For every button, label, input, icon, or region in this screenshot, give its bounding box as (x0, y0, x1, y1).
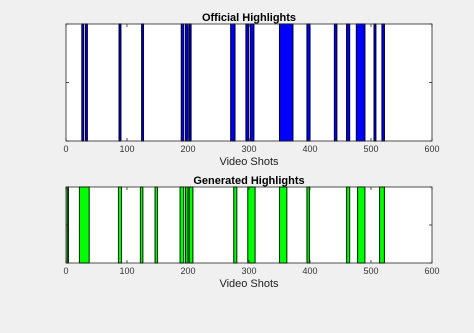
highlight-segment (234, 187, 237, 263)
highlight-segment (82, 24, 84, 141)
highlight-segment (246, 24, 248, 141)
highlight-segment (307, 24, 310, 141)
highlight-segment (186, 187, 188, 263)
highlight-segment (334, 24, 336, 141)
x-tick-label: 100 (119, 266, 134, 276)
highlight-segment (374, 24, 376, 141)
highlight-segment (307, 187, 309, 263)
x-tick-label: 500 (363, 144, 378, 154)
official-highlights-plot: Official Highlights 0 100 200 300 400 500 600 … (63, 12, 439, 168)
highlight-segment (248, 187, 255, 263)
x-tick-label: 600 (424, 144, 439, 154)
x-tick-label: 200 (180, 144, 195, 154)
highlight-segment (180, 187, 184, 263)
highlight-segment (231, 24, 235, 141)
x-tick-label: 400 (302, 266, 317, 276)
highlight-segment (358, 187, 365, 263)
highlight-segment (347, 187, 350, 263)
highlight-segment (86, 24, 88, 141)
highlight-segment (181, 24, 183, 141)
x-tick-labels: 0 100 200 300 400 500 600 (63, 144, 439, 154)
x-tick-label: 0 (63, 144, 68, 154)
x-tick-label: 400 (302, 144, 317, 154)
highlight-segment (119, 24, 121, 141)
x-tick-label: 200 (180, 266, 195, 276)
highlight-segment (155, 187, 157, 263)
x-tick-label: 0 (63, 266, 68, 276)
highlight-segment (79, 187, 89, 263)
x-tick-labels: 0 100 200 300 400 500 600 (63, 266, 439, 276)
highlight-segment (280, 187, 287, 263)
x-axis-label: Video Shots (219, 278, 279, 290)
highlight-segment (186, 24, 188, 141)
x-tick-label: 500 (363, 266, 378, 276)
highlight-segment (142, 24, 144, 141)
generated-highlights-plot: Generated Highlights 0 100 200 300 400 500 600… (63, 175, 439, 290)
chart-title: Official Highlights (202, 12, 296, 24)
highlight-segment (380, 187, 385, 263)
highlight-segment (347, 24, 350, 141)
highlight-segment (280, 24, 293, 141)
highlight-segment (140, 187, 142, 263)
x-tick-label: 300 (241, 144, 256, 154)
highlight-segment (189, 24, 191, 141)
x-axis-label: Video Shots (219, 156, 279, 168)
highlight-segment (250, 24, 254, 141)
highlight-segment (118, 187, 121, 263)
chart-title: Generated Highlights (193, 175, 304, 187)
x-tick-label: 300 (241, 266, 256, 276)
highlight-segment (356, 24, 365, 141)
highlight-segment (189, 187, 193, 263)
highlight-segment (382, 24, 384, 141)
x-tick-label: 100 (119, 144, 134, 154)
x-tick-label: 600 (424, 266, 439, 276)
